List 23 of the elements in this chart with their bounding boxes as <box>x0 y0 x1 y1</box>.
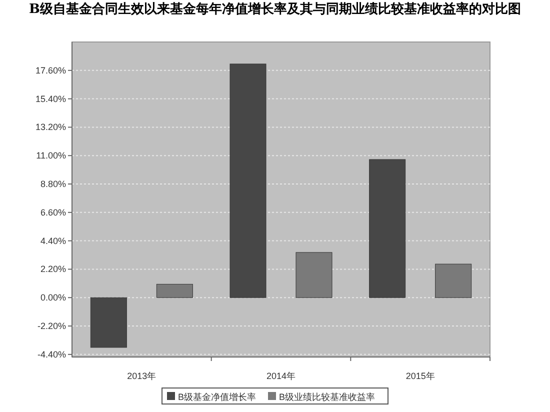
y-tick-label: 11.00% <box>36 150 66 161</box>
y-tick-label: 4.40% <box>40 236 66 246</box>
x-tick-label: 2014年 <box>266 371 296 381</box>
y-tick-label: 15.40% <box>35 94 66 104</box>
y-tick-label: 8.80% <box>40 179 66 190</box>
chart-title: B级自基金合同生效以来基金每年净值增长率及其与同期业绩比较基准收益率的对比图 <box>28 2 522 18</box>
bar <box>156 284 193 298</box>
y-tick-label: 0.00% <box>40 292 66 303</box>
legend-label: B级业绩比较基准收益率 <box>279 392 376 402</box>
bar <box>230 64 266 298</box>
bar <box>90 297 127 348</box>
bar <box>369 159 406 298</box>
y-tick-label: 17.60% <box>35 65 66 76</box>
y-tick-label: 2.20% <box>40 264 66 274</box>
y-tick-label: 13.20% <box>35 122 66 132</box>
bar <box>296 252 332 298</box>
y-tick-label: -2.20% <box>37 321 66 332</box>
x-tick-label: 2013年 <box>127 371 156 381</box>
y-tick-label: -4.40% <box>37 349 66 360</box>
legend-label: B级基金净值增长率 <box>178 392 256 402</box>
bar <box>435 264 472 298</box>
x-tick-label: 2015年 <box>406 371 435 381</box>
y-tick-label: 6.60% <box>40 207 66 218</box>
